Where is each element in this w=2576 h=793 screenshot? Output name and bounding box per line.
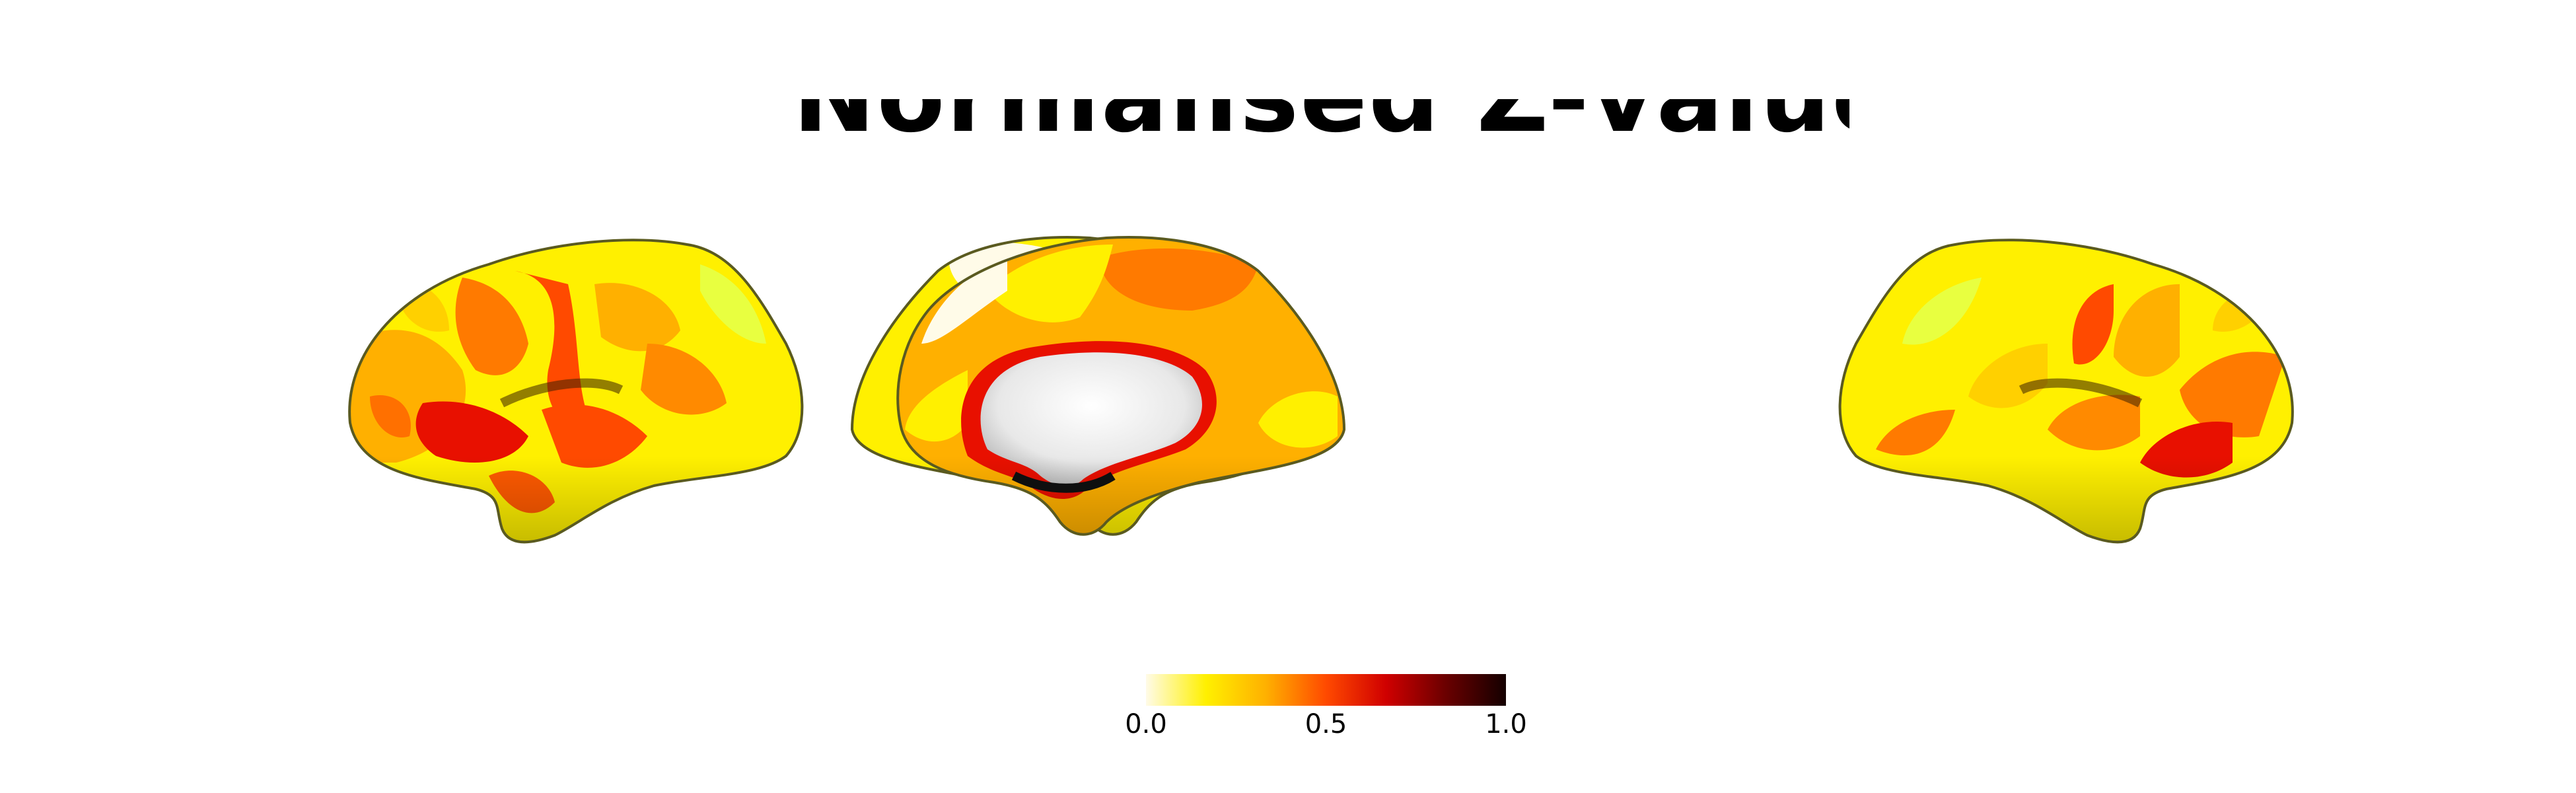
colorbar: 0.0 0.5 1.0 — [1125, 674, 1527, 739]
view-right-lateral — [1838, 239, 2294, 544]
view-left-lateral — [348, 239, 804, 544]
colorbar-tick-label: 0.5 — [1305, 709, 1347, 739]
colorbar-gradient — [1146, 674, 1506, 706]
title-clip: Normalised Z-values — [793, 99, 1849, 152]
colorbar-tick-label: 1.0 — [1485, 709, 1527, 739]
figure-title: Normalised Z-values — [793, 99, 1849, 147]
colorbar-tick-label: 0.0 — [1125, 709, 1167, 739]
